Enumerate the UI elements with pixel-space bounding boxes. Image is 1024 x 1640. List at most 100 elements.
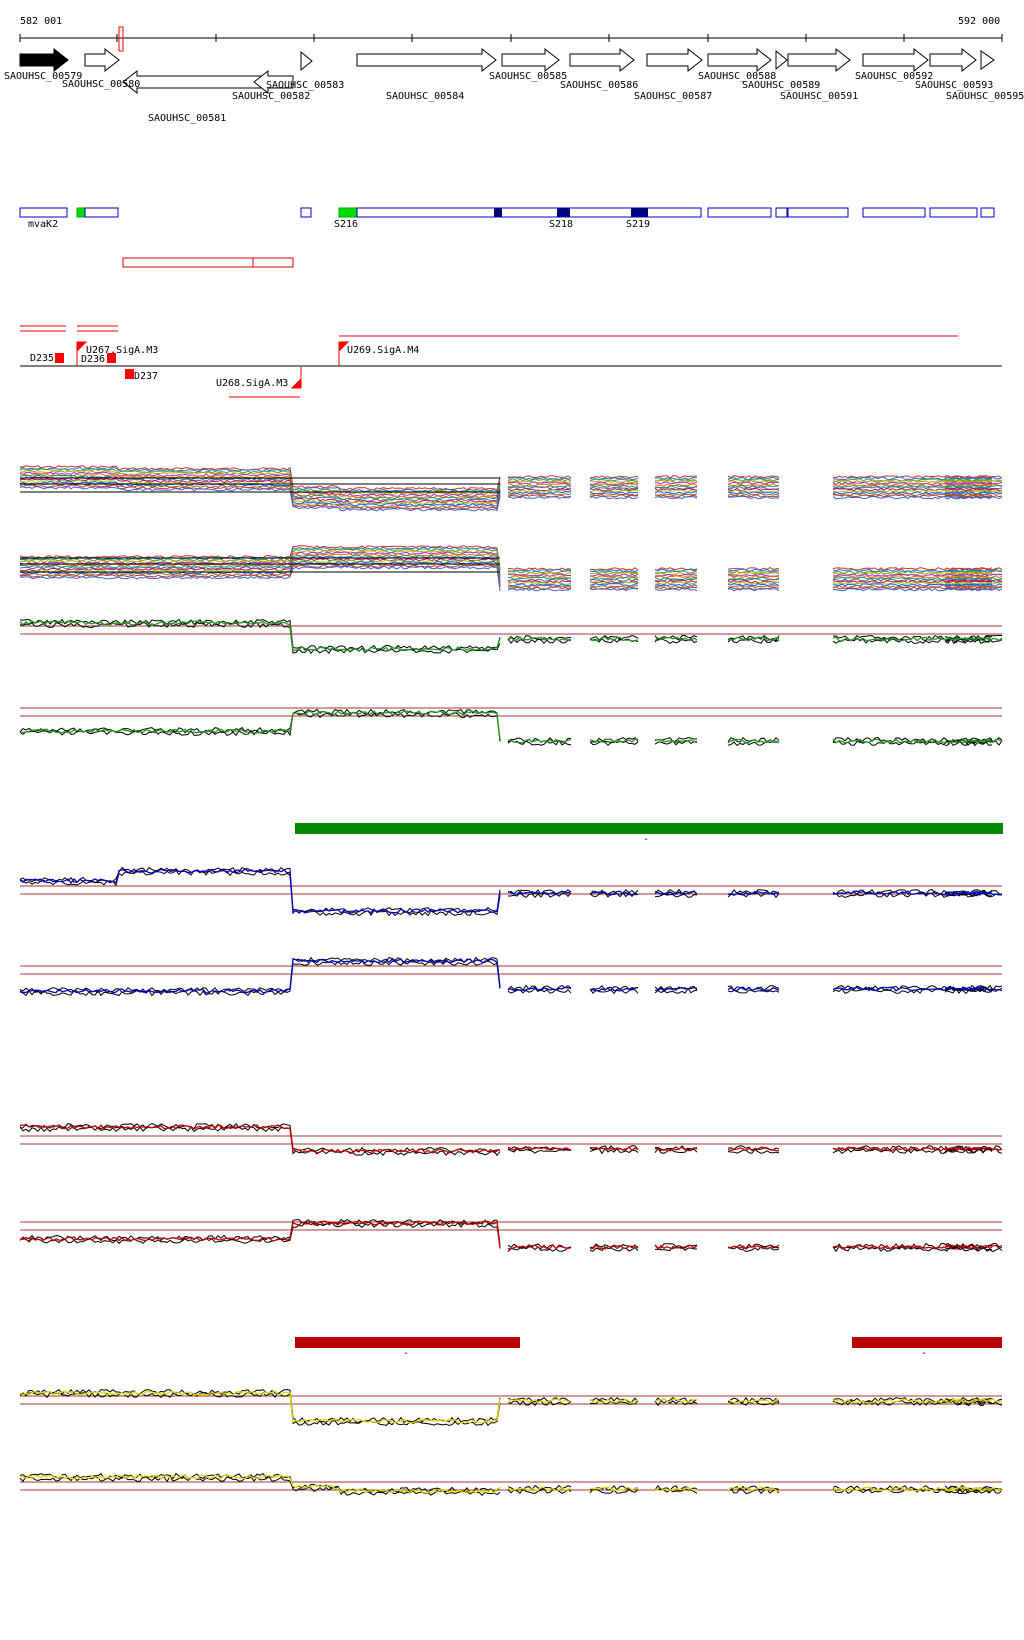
gene-arrow[interactable]	[501, 47, 560, 73]
feature-box[interactable]	[338, 207, 358, 218]
signal-trace	[19, 1124, 501, 1154]
gene-label: SAOUHSC_00584	[386, 91, 464, 102]
gene-arrow[interactable]	[929, 47, 977, 73]
gene-arrow[interactable]	[253, 69, 294, 95]
signal-trace	[727, 476, 780, 481]
signal-trace	[19, 869, 501, 917]
line-track	[19, 956, 1003, 997]
signal-trace	[654, 575, 698, 579]
signal-trace	[654, 1400, 698, 1407]
signal-trace	[507, 492, 572, 497]
regulatory-track: U267.SigA.M3 D235 D236 D237 U268.SigA.M3…	[20, 325, 1002, 398]
signal-trace	[589, 567, 639, 571]
gene-arrow[interactable]	[569, 47, 635, 73]
signal-trace	[727, 495, 780, 500]
feature-box[interactable]	[775, 207, 788, 218]
expression-tracks	[19, 465, 1003, 1497]
signal-trace	[654, 486, 698, 490]
promoter-flag[interactable]	[290, 366, 302, 389]
signal-trace	[944, 1486, 1003, 1492]
feature-box[interactable]	[631, 208, 648, 217]
gene-label: SAOUHSC_00579	[4, 71, 82, 82]
green-condition-bar[interactable]	[295, 823, 1003, 834]
feature-box[interactable]	[787, 207, 849, 218]
gene-arrow[interactable]	[980, 50, 995, 70]
gene-arrow[interactable]	[787, 47, 851, 73]
feature-box[interactable]	[494, 208, 502, 217]
signal-trace	[19, 711, 501, 742]
signal-trace	[727, 1246, 780, 1253]
coord-start-label: 582 001	[20, 16, 62, 27]
signal-trace	[944, 475, 1003, 479]
signal-trace	[832, 579, 993, 584]
signal-trace	[507, 1148, 572, 1154]
red-condition-bar[interactable]	[852, 1337, 1002, 1348]
signal-trace	[19, 554, 501, 578]
gene-arrow[interactable]	[300, 50, 313, 72]
signal-trace	[944, 573, 1003, 577]
feature-box[interactable]	[707, 207, 772, 218]
bar-mark: -	[643, 834, 649, 845]
feature-box[interactable]	[300, 207, 312, 218]
terminator-mark[interactable]	[125, 369, 134, 379]
signal-trace	[507, 586, 572, 590]
terminator-mark[interactable]	[107, 353, 116, 363]
gene-arrow[interactable]	[122, 69, 273, 95]
gene-arrow[interactable]	[775, 49, 788, 71]
signal-trace	[727, 571, 780, 576]
signal-trace	[20, 473, 501, 499]
signal-trace	[507, 481, 572, 485]
region-box[interactable]	[122, 257, 294, 268]
signal-trace	[654, 587, 698, 591]
signal-trace	[727, 891, 780, 896]
gene-arrow[interactable]	[862, 47, 929, 73]
position-marker[interactable]	[118, 26, 124, 52]
signal-trace	[19, 620, 501, 652]
feature-box[interactable]	[356, 207, 702, 218]
signal-trace	[654, 1487, 698, 1494]
feature-box[interactable]	[76, 207, 86, 218]
signal-trace	[507, 1146, 572, 1152]
signal-trace	[944, 487, 1003, 492]
gene-arrow[interactable]	[356, 47, 497, 73]
signal-trace	[19, 1474, 501, 1494]
terminator-mark[interactable]	[55, 353, 64, 363]
promoter-flag[interactable]	[338, 341, 350, 366]
gene-label: SAOUHSC_00587	[634, 91, 712, 102]
gene-arrow[interactable]	[19, 47, 69, 73]
signal-trace	[727, 475, 780, 479]
regulatory-label: D235	[30, 353, 54, 364]
signal-trace	[589, 1146, 639, 1152]
feature-box[interactable]	[862, 207, 926, 218]
signal-trace	[654, 985, 698, 991]
feature-box[interactable]	[929, 207, 978, 218]
gene-label: SAOUHSC_00583	[266, 80, 344, 91]
feature-box[interactable]	[980, 207, 995, 218]
signal-trace	[727, 585, 780, 589]
signal-trace	[832, 1398, 993, 1404]
gene-arrow[interactable]	[84, 47, 120, 73]
signal-trace	[944, 492, 1003, 496]
regulatory-label: U268.SigA.M3	[216, 378, 288, 389]
feature-box[interactable]	[557, 208, 570, 217]
red-condition-bar[interactable]	[295, 1337, 520, 1348]
heatmap-track	[19, 545, 1003, 592]
signal-trace	[727, 1396, 780, 1403]
regulatory-label: U269.SigA.M4	[347, 345, 419, 356]
signal-trace	[944, 584, 1003, 588]
signal-trace	[19, 1125, 501, 1157]
gene-label: SAOUHSC_00592	[855, 71, 933, 82]
signal-trace	[832, 1245, 993, 1253]
signal-trace	[589, 570, 639, 574]
signal-trace	[944, 740, 1003, 747]
feature-box[interactable]	[19, 207, 68, 218]
signal-trace	[832, 1486, 993, 1492]
red-region-track	[122, 257, 294, 268]
promoter-flag[interactable]	[76, 341, 88, 366]
signal-trace	[654, 570, 698, 574]
gene-arrow[interactable]	[646, 47, 703, 73]
feature-box[interactable]	[84, 207, 119, 218]
signal-trace	[727, 636, 780, 642]
gene-arrow[interactable]	[707, 47, 772, 73]
line-track	[19, 618, 1003, 655]
